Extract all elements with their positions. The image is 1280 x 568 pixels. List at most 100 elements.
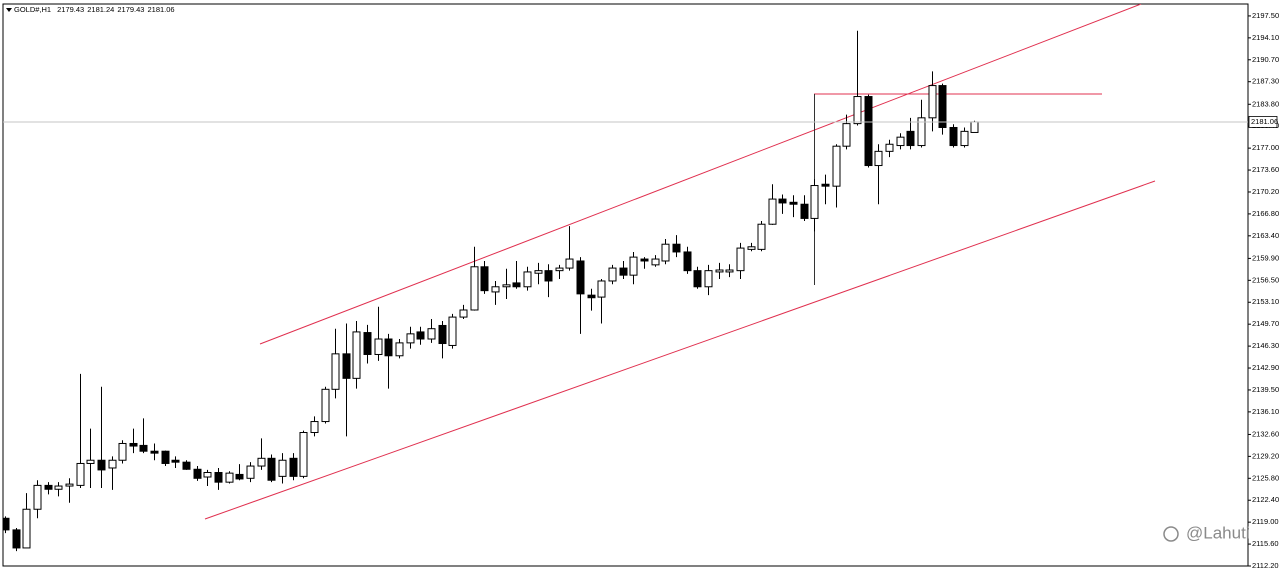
candle-body xyxy=(289,457,298,477)
candle-body xyxy=(76,462,85,486)
candle-body xyxy=(619,267,628,276)
y-tick-label: 2119.00 xyxy=(1252,517,1279,526)
candle-body xyxy=(906,130,915,147)
candle-body xyxy=(810,185,819,219)
watermark-icon xyxy=(1163,526,1179,542)
y-tick-label: 2173.60 xyxy=(1252,165,1279,174)
y-tick-label: 2166.80 xyxy=(1252,209,1279,218)
candle-body xyxy=(65,483,74,487)
candle-body xyxy=(747,246,756,250)
candle-body xyxy=(587,294,596,299)
candle-body xyxy=(534,270,543,274)
candle-body xyxy=(576,260,585,295)
candle-body xyxy=(139,444,148,452)
current-price-box xyxy=(1248,116,1278,128)
candle-body xyxy=(108,459,117,469)
candle-body xyxy=(555,267,564,272)
candle-body xyxy=(118,442,127,461)
symbol-label: GOLD#,H1 xyxy=(14,5,51,14)
candle-body xyxy=(448,316,457,346)
candle-body xyxy=(757,223,766,250)
candle-body xyxy=(395,342,404,357)
y-tick-label: 2183.80 xyxy=(1252,99,1279,108)
candle-body xyxy=(864,96,873,167)
candle-body xyxy=(885,143,894,152)
channel-lower-line xyxy=(204,180,1156,520)
candle-body xyxy=(970,121,979,133)
chart-header: GOLD#,H1 2179.43 2181.24 2179.43 2181.06 xyxy=(14,5,175,14)
candle-body xyxy=(321,388,330,423)
y-tick-label: 2163.40 xyxy=(1252,231,1279,240)
candle-body xyxy=(33,484,42,510)
y-tick-label: 2146.30 xyxy=(1252,341,1279,350)
candle-body xyxy=(960,130,969,147)
y-tick-label: 2197.50 xyxy=(1252,11,1279,20)
candle-body xyxy=(161,450,170,464)
candle-body xyxy=(949,126,958,147)
candle-body xyxy=(342,353,351,379)
plot-frame xyxy=(2,3,1249,567)
candle-body xyxy=(129,442,138,447)
candle-body xyxy=(842,123,851,147)
candle-body xyxy=(203,471,212,478)
candle-body xyxy=(491,286,500,293)
y-tick-label: 2159.90 xyxy=(1252,253,1279,262)
y-tick-label: 2136.10 xyxy=(1252,407,1279,416)
candle-body xyxy=(352,331,361,379)
y-tick-label: 2170.20 xyxy=(1252,187,1279,196)
candle-body xyxy=(715,269,724,273)
candle-body xyxy=(651,258,660,266)
candle-body xyxy=(629,256,638,276)
candle-body xyxy=(938,85,947,128)
candle-body xyxy=(406,333,415,344)
candle-body xyxy=(725,269,734,273)
candle-body xyxy=(299,432,308,477)
candle-body xyxy=(661,243,670,262)
candle-body xyxy=(54,485,63,490)
candle-body xyxy=(214,471,223,483)
candle-body xyxy=(257,457,266,467)
candle-body xyxy=(150,450,159,454)
candle-body xyxy=(267,457,276,481)
candle-body xyxy=(928,85,937,119)
candle-body xyxy=(12,529,21,549)
candle-body xyxy=(565,258,574,269)
candle-body xyxy=(544,270,553,282)
y-tick-label: 2115.60 xyxy=(1252,539,1279,548)
y-tick-label: 2129.20 xyxy=(1252,451,1279,460)
y-tick-label: 2187.30 xyxy=(1252,77,1279,86)
candle-body xyxy=(374,338,383,355)
watermark: @Lahuti xyxy=(1163,523,1250,542)
candle-body xyxy=(310,421,319,434)
header-open: 2179.43 xyxy=(57,5,84,14)
header-close: 2181.06 xyxy=(147,5,174,14)
candle-body xyxy=(832,145,841,187)
menu-arrow[interactable] xyxy=(6,8,12,12)
y-tick-label: 2122.40 xyxy=(1252,495,1279,504)
candle-body xyxy=(896,136,905,147)
candle-body xyxy=(683,251,692,272)
candle-body xyxy=(182,461,191,470)
candle-body xyxy=(736,247,745,272)
y-tick-label: 2142.90 xyxy=(1252,363,1279,372)
plot-area xyxy=(3,4,1248,552)
candle-body xyxy=(874,150,883,167)
y-tick-label: 2149.70 xyxy=(1252,319,1279,328)
y-tick-label: 2156.50 xyxy=(1252,275,1279,284)
candle-body xyxy=(768,198,777,225)
candle-body xyxy=(246,465,255,479)
candle-body xyxy=(225,472,234,483)
y-tick-label: 2190.70 xyxy=(1252,55,1279,64)
y-tick-label: 2132.60 xyxy=(1252,429,1279,438)
candle-body xyxy=(480,266,489,292)
y-tick-label: 2125.80 xyxy=(1252,473,1279,482)
candle-body xyxy=(384,338,393,357)
y-tick-label: 2177.00 xyxy=(1252,143,1279,152)
current-price-label: 2181.06 xyxy=(1251,117,1278,126)
candle-body xyxy=(523,271,532,288)
candle-body xyxy=(331,353,340,390)
candle-body xyxy=(438,324,447,345)
candle-body xyxy=(22,508,31,549)
header-high: 2181.24 xyxy=(87,5,114,14)
